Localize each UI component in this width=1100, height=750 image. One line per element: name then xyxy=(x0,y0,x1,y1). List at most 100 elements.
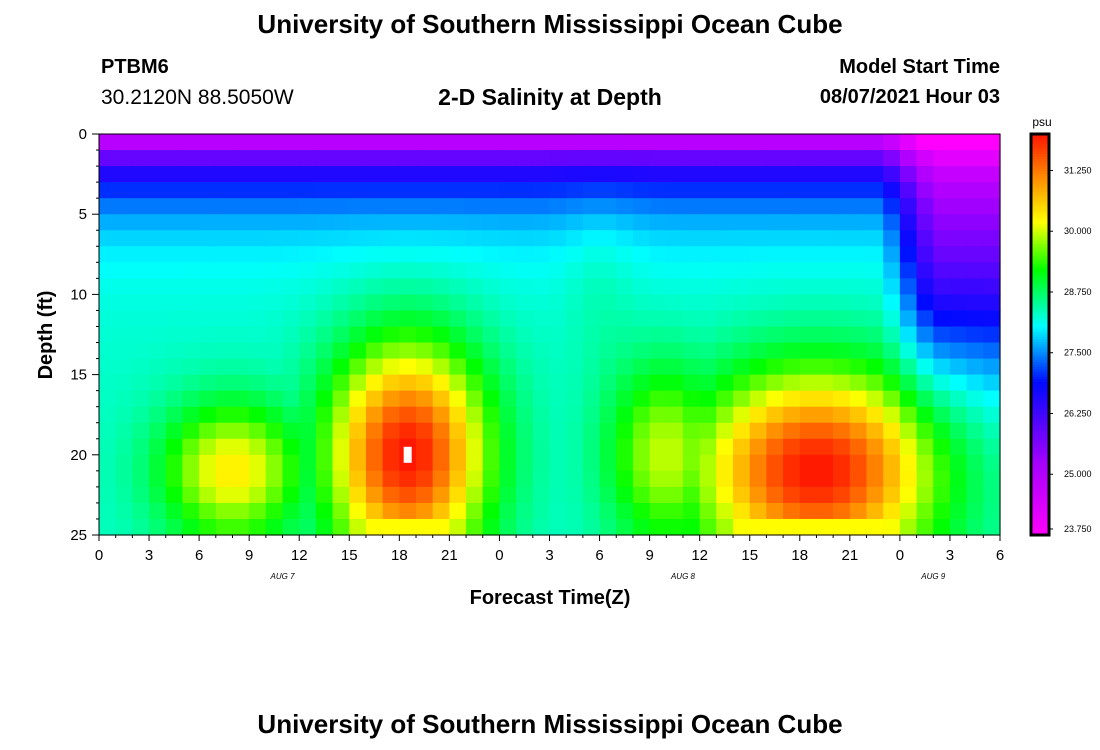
heatmap-cell xyxy=(165,518,184,536)
heatmap-cell xyxy=(733,518,751,536)
x-tick-label: 3 xyxy=(545,547,553,564)
heatmap-cell xyxy=(382,438,400,456)
heatmap-cell xyxy=(132,214,150,231)
colorbar-segment xyxy=(1031,299,1049,303)
heatmap-cell xyxy=(315,326,334,344)
colorbar-segment xyxy=(1031,477,1049,481)
heatmap-cell xyxy=(616,390,634,408)
heatmap-cell xyxy=(332,246,350,263)
heatmap-cell xyxy=(949,198,968,215)
heatmap-cell xyxy=(682,230,701,247)
heatmap-cell xyxy=(766,214,784,231)
heatmap-cell xyxy=(365,486,384,504)
heatmap-cell xyxy=(766,502,784,520)
colorbar-segment xyxy=(1031,474,1049,478)
heatmap-cell xyxy=(416,454,434,472)
colorbar-segment xyxy=(1031,224,1049,228)
heatmap-cell xyxy=(349,486,367,504)
colorbar-segment xyxy=(1031,359,1049,363)
heatmap-cell xyxy=(682,518,701,536)
x-tick-label: 18 xyxy=(391,547,408,564)
heatmap-cell xyxy=(482,454,501,472)
heatmap-cell xyxy=(816,342,834,360)
heatmap-cell xyxy=(532,262,551,279)
heatmap-cell xyxy=(899,518,918,536)
heatmap-cell xyxy=(883,214,901,231)
heatmap-cell xyxy=(549,422,567,440)
heatmap-cell xyxy=(165,422,184,440)
heatmap-cell xyxy=(816,438,834,456)
heatmap-cell xyxy=(582,150,601,167)
heatmap-cell xyxy=(249,470,267,488)
y-tick-label: 20 xyxy=(70,447,87,464)
heatmap-cell xyxy=(699,470,717,488)
heatmap-cell xyxy=(833,438,851,456)
heatmap-cell xyxy=(799,310,818,328)
heatmap-cell xyxy=(766,182,784,199)
heatmap-cell xyxy=(616,422,634,440)
date-label: AUG 8 xyxy=(670,572,696,581)
colorbar-segment xyxy=(1031,204,1049,208)
heatmap-cell xyxy=(315,246,334,263)
heatmap-cell xyxy=(566,470,584,488)
heatmap-cell xyxy=(165,230,184,247)
heatmap-cell xyxy=(399,230,417,247)
heatmap-cell xyxy=(149,454,167,472)
heatmap-cell xyxy=(315,294,334,312)
heatmap-cell xyxy=(499,374,517,392)
heatmap-cell xyxy=(783,454,801,472)
colorbar-segment xyxy=(1031,449,1049,453)
heatmap-cell xyxy=(716,246,734,263)
heatmap-cell xyxy=(532,470,551,488)
heatmap-cell xyxy=(232,422,250,440)
heatmap-cell xyxy=(966,502,984,520)
heatmap-cell xyxy=(666,166,684,183)
heatmap-cell xyxy=(399,262,417,279)
heatmap-cell xyxy=(682,214,701,231)
colorbar-frame xyxy=(1029,132,1051,537)
heatmap-cell xyxy=(282,198,300,215)
heatmap-cell xyxy=(315,502,334,520)
heatmap-cell xyxy=(365,182,384,199)
heatmap-cell xyxy=(833,246,851,263)
colorbar-segment xyxy=(1031,369,1049,373)
heatmap-cell xyxy=(232,358,250,376)
heatmap-cell xyxy=(332,454,350,472)
heatmap-cell xyxy=(916,230,934,247)
heatmap-cell xyxy=(332,486,350,504)
y-tick-label: 0 xyxy=(79,126,87,143)
heatmap-cell xyxy=(699,358,717,376)
heatmap-cell xyxy=(649,278,667,295)
heatmap-cell xyxy=(566,134,584,151)
heatmap-cell xyxy=(549,198,567,215)
heatmap-cell xyxy=(482,390,501,408)
heatmap-cell xyxy=(666,486,684,504)
heatmap-cell xyxy=(432,454,450,472)
heatmap-cell xyxy=(165,262,184,279)
heatmap-cell xyxy=(265,518,284,536)
heatmap-cell xyxy=(432,150,450,167)
heatmap-cell xyxy=(582,518,601,536)
heatmap-cell xyxy=(916,214,934,231)
heatmap-cell xyxy=(365,326,384,344)
heatmap-cell xyxy=(215,390,234,408)
heatmap-cell xyxy=(599,134,617,151)
heatmap-cell xyxy=(432,470,450,488)
heatmap-cell xyxy=(582,246,601,263)
heatmap-cell xyxy=(783,278,801,295)
colorbar-segment xyxy=(1031,504,1049,509)
heatmap-cell xyxy=(115,278,133,295)
heatmap-cell xyxy=(449,182,467,199)
heatmap-cell xyxy=(966,438,984,456)
heatmap-cell xyxy=(883,246,901,263)
heatmap-cell xyxy=(582,326,601,344)
heatmap-cell xyxy=(716,422,734,440)
heatmap-cell xyxy=(416,246,434,263)
heatmap-cell xyxy=(516,134,534,151)
heatmap-cell xyxy=(599,278,617,295)
heatmap-cell xyxy=(799,486,818,504)
heatmap-cell xyxy=(132,454,150,472)
heatmap-cell xyxy=(549,166,567,183)
heatmap-cell xyxy=(816,486,834,504)
colorbar-segment xyxy=(1031,314,1049,318)
